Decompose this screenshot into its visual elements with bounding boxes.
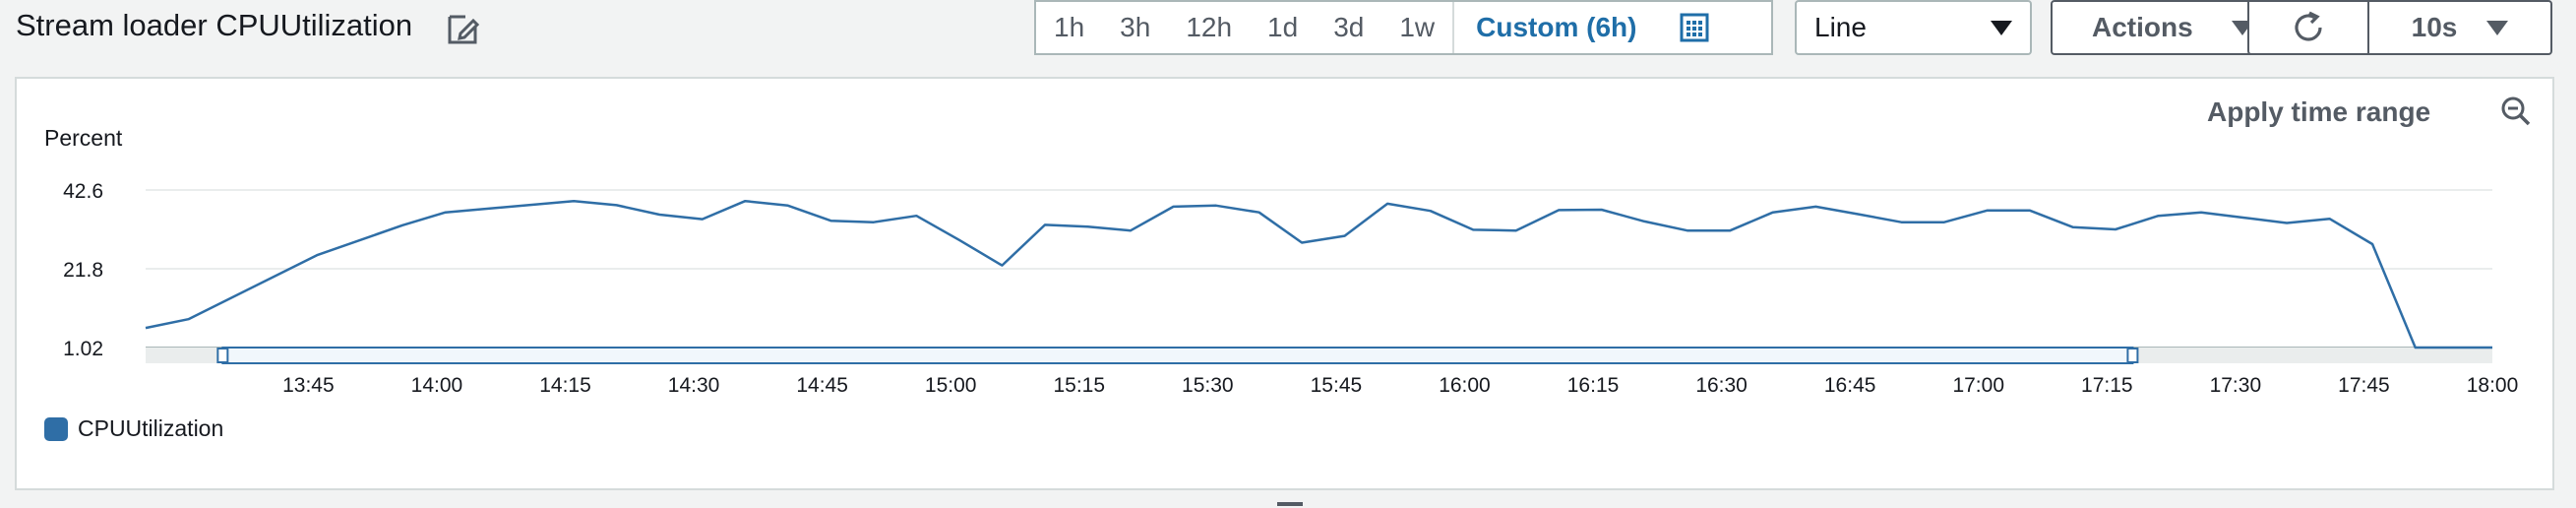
caret-down-icon [1991, 20, 2012, 35]
x-tick-label: 15:15 [1053, 374, 1105, 397]
apply-time-range-button[interactable]: Apply time range [2207, 96, 2431, 127]
x-tick-label: 14:00 [411, 374, 463, 397]
chart-type-value: Line [1814, 12, 1867, 42]
actions-dropdown[interactable]: Actions [2051, 0, 2273, 55]
range-12h[interactable]: 12h [1186, 12, 1233, 42]
legend-label: CPUUtilization [78, 415, 224, 441]
x-tick-label: 15:00 [925, 374, 977, 397]
range-brush-handle-end[interactable] [2126, 348, 2139, 363]
x-tick-label: 14:15 [539, 374, 591, 397]
zoom-out-icon[interactable] [2500, 95, 2532, 127]
x-tick-label: 17:00 [1952, 374, 2004, 397]
widget-title: Stream loader CPUUtilization [16, 8, 413, 42]
caret-down-icon [2486, 20, 2509, 35]
calendar-icon[interactable] [1680, 13, 1709, 42]
x-tick-label: 13:45 [282, 374, 335, 397]
widget-header: Stream loader CPUUtilization 1h 3h 12h 1… [0, 0, 2576, 75]
legend-swatch [44, 416, 68, 441]
x-tick-label: 16:45 [1824, 374, 1876, 397]
refresh-icon [2295, 11, 2322, 41]
chart-panel [15, 77, 2554, 490]
y-tick-label: 21.8 [63, 259, 103, 282]
x-tick-label: 15:45 [1311, 374, 1363, 397]
resize-handle[interactable] [1277, 502, 1303, 506]
range-1w[interactable]: 1w [1399, 12, 1436, 42]
y-tick-label: 1.02 [63, 338, 103, 360]
range-3d[interactable]: 3d [1333, 12, 1365, 42]
chart-type-select[interactable]: Line [1795, 0, 2032, 55]
range-1h[interactable]: 1h [1054, 12, 1085, 42]
actions-label: Actions [2092, 12, 2193, 42]
x-tick-label: 16:00 [1439, 374, 1491, 397]
x-tick-label: 16:30 [1695, 374, 1748, 397]
edit-icon[interactable] [447, 12, 480, 45]
x-tick-label: 17:15 [2081, 374, 2133, 397]
y-axis-label: Percent [44, 125, 123, 151]
legend-item-cpuutilization[interactable]: CPUUtilization [44, 415, 223, 442]
refresh-interval-dropdown[interactable]: 10s [2367, 0, 2552, 55]
x-tick-label: 14:30 [668, 374, 720, 397]
y-tick-label: 42.6 [63, 180, 103, 203]
range-custom[interactable]: Custom (6h) [1452, 2, 1654, 53]
time-range-selector: 1h 3h 12h 1d 3d 1w Custom (6h) [1034, 0, 1773, 55]
range-brush-handle-start[interactable] [216, 348, 229, 363]
range-3h[interactable]: 3h [1120, 12, 1151, 42]
x-tick-label: 15:30 [1182, 374, 1234, 397]
refresh-button[interactable] [2247, 0, 2369, 55]
refresh-interval-value: 10s [2411, 12, 2458, 42]
x-tick-label: 17:45 [2338, 374, 2390, 397]
series-line-cpuutilization [145, 199, 2492, 349]
x-tick-label: 14:45 [796, 374, 848, 397]
x-tick-label: 16:15 [1567, 374, 1620, 397]
x-tick-label: 18:00 [2467, 374, 2519, 397]
range-brush-selection [221, 347, 2134, 364]
range-1d[interactable]: 1d [1267, 12, 1299, 42]
x-tick-label: 17:30 [2210, 374, 2262, 397]
